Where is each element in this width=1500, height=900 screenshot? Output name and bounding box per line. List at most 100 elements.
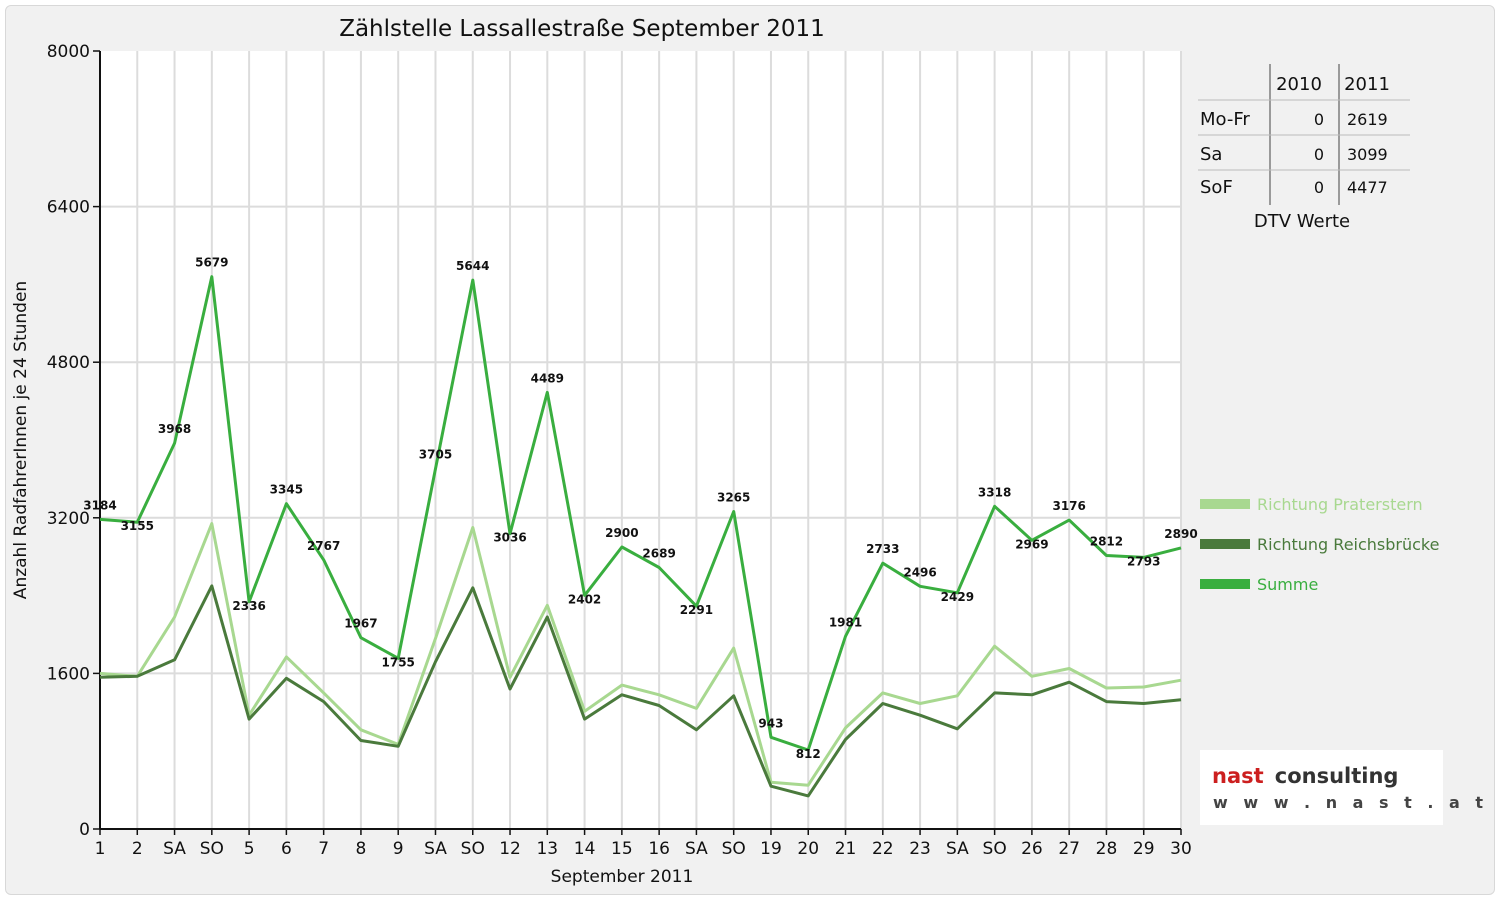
data-label: 2402	[568, 592, 601, 606]
data-label: 2336	[232, 599, 265, 613]
grid-lines	[100, 51, 1182, 829]
axes	[99, 51, 1181, 830]
legend-entry: Richtung Praterstern	[1257, 495, 1423, 514]
y-tick-labels: 0 1600 3200 4800 6400 8000	[47, 42, 100, 840]
data-label: 2496	[903, 565, 936, 579]
nast-logo: nast consulting w w w . n a s t . a t	[1200, 750, 1488, 825]
x-tick-label: 20	[797, 839, 819, 859]
data-label: 3345	[270, 483, 303, 497]
chart-title: Zählstelle Lassallestraße September 2011	[339, 16, 825, 42]
dtv-caption: DTV Werte	[1254, 211, 1350, 232]
x-tick-label: SO	[200, 839, 224, 859]
dtv-row-label: SoF	[1200, 177, 1233, 198]
logo-word-nast: nast	[1212, 764, 1264, 788]
dtv-col-2011: 2011	[1344, 74, 1390, 95]
y-tick-label: 8000	[47, 42, 90, 62]
data-label: 2291	[680, 603, 713, 617]
data-label: 2900	[605, 526, 638, 540]
y-axis-label: Anzahl RadfahrerInnen je 24 Stunden	[11, 281, 31, 599]
logo-url: w w w . n a s t . a t	[1213, 793, 1488, 812]
data-label: 2767	[307, 539, 340, 553]
x-tick-label: 27	[1058, 839, 1080, 859]
x-tick-label: 28	[1096, 839, 1118, 859]
data-label: 2733	[866, 542, 899, 556]
data-label: 2689	[642, 546, 675, 560]
data-label: 812	[796, 747, 821, 761]
legend-swatch	[1200, 499, 1250, 509]
data-label: 943	[758, 716, 783, 730]
dtv-cell: 0	[1314, 145, 1324, 164]
dtv-table: 2010 2011 Mo-Fr 0 2619 Sa 0 3099 SoF 0 4…	[1198, 64, 1410, 232]
data-label: 1755	[382, 655, 415, 669]
data-label: 3176	[1052, 499, 1085, 513]
series-lines	[99, 275, 1182, 798]
x-tick-label: 15	[611, 839, 633, 859]
x-tick-label: 19	[760, 839, 782, 859]
dtv-row-label: Mo-Fr	[1200, 109, 1250, 130]
data-label: 2812	[1090, 535, 1123, 549]
x-tick-label: 5	[244, 839, 255, 859]
series-line-2	[99, 275, 1182, 752]
series-line-0	[99, 522, 1182, 787]
data-label: 2969	[1015, 537, 1048, 551]
x-tick-label: 1	[95, 839, 106, 859]
x-tick-label: SA	[424, 839, 447, 859]
logo-word-consulting: consulting	[1275, 764, 1399, 788]
x-tick-label: SA	[946, 839, 969, 859]
data-label: 5644	[456, 259, 489, 273]
x-tick-labels: 1 2 SA SO 5 6 7 8 9 SA SO 12 13 14 15 16 SA SO 19 20 21 22 23 S…	[95, 829, 1192, 859]
dtv-row-label: Sa	[1200, 144, 1222, 165]
data-label: 4489	[531, 371, 564, 385]
data-label: 2429	[941, 590, 974, 604]
x-tick-label: 13	[536, 839, 558, 859]
dtv-cell: 2619	[1347, 110, 1388, 129]
x-tick-label: SA	[685, 839, 708, 859]
dtv-cell: 0	[1314, 178, 1324, 197]
dtv-cell: 4477	[1347, 178, 1388, 197]
x-tick-label: 30	[1170, 839, 1192, 859]
x-tick-label: 26	[1021, 839, 1043, 859]
data-label: 3968	[158, 422, 191, 436]
legend: Richtung Praterstern Richtung Reichsbrück…	[1200, 495, 1439, 594]
data-label: 2890	[1164, 527, 1197, 541]
y-tick-label: 0	[79, 820, 90, 840]
data-label: 3184	[83, 498, 116, 512]
x-tick-label: 29	[1133, 839, 1155, 859]
dtv-cell: 0	[1314, 110, 1324, 129]
x-tick-label: 21	[835, 839, 857, 859]
data-label: 1967	[344, 617, 377, 631]
x-tick-label: 12	[499, 839, 521, 859]
x-tick-label: SO	[461, 839, 485, 859]
x-tick-label: SO	[722, 839, 746, 859]
svg-text:nast consulting: nast consulting	[1212, 764, 1398, 788]
x-tick-label: 23	[909, 839, 931, 859]
x-tick-label: 22	[872, 839, 894, 859]
dtv-cell: 3099	[1347, 145, 1388, 164]
legend-entry: Richtung Reichsbrücke	[1257, 535, 1439, 554]
x-tick-label: 16	[648, 839, 670, 859]
legend-swatch	[1200, 579, 1250, 589]
x-tick-label: 2	[132, 839, 143, 859]
data-labels: 3184 3155 3968 5679 2336 3345 2767 1967 1755 3705…	[83, 256, 1197, 761]
data-label: 3265	[717, 490, 750, 504]
y-tick-label: 6400	[47, 198, 90, 218]
series-line-1	[99, 584, 1182, 798]
data-label: 3318	[978, 485, 1011, 499]
data-label: 5679	[195, 256, 228, 270]
data-label: 3036	[493, 531, 526, 545]
y-tick-label: 3200	[47, 509, 90, 529]
data-label: 2793	[1127, 554, 1160, 568]
x-tick-label: 6	[281, 839, 292, 859]
x-tick-label: 7	[318, 839, 329, 859]
plot-area	[100, 51, 1181, 829]
x-tick-label: SO	[983, 839, 1007, 859]
x-tick-label: 8	[356, 839, 367, 859]
data-label: 3705	[419, 448, 452, 462]
data-label: 1981	[829, 615, 862, 629]
legend-entry: Summe	[1257, 575, 1318, 594]
x-axis-label: September 2011	[551, 867, 694, 887]
x-tick-label: 14	[574, 839, 596, 859]
x-tick-label: 9	[393, 839, 404, 859]
x-tick-label: SA	[163, 839, 186, 859]
